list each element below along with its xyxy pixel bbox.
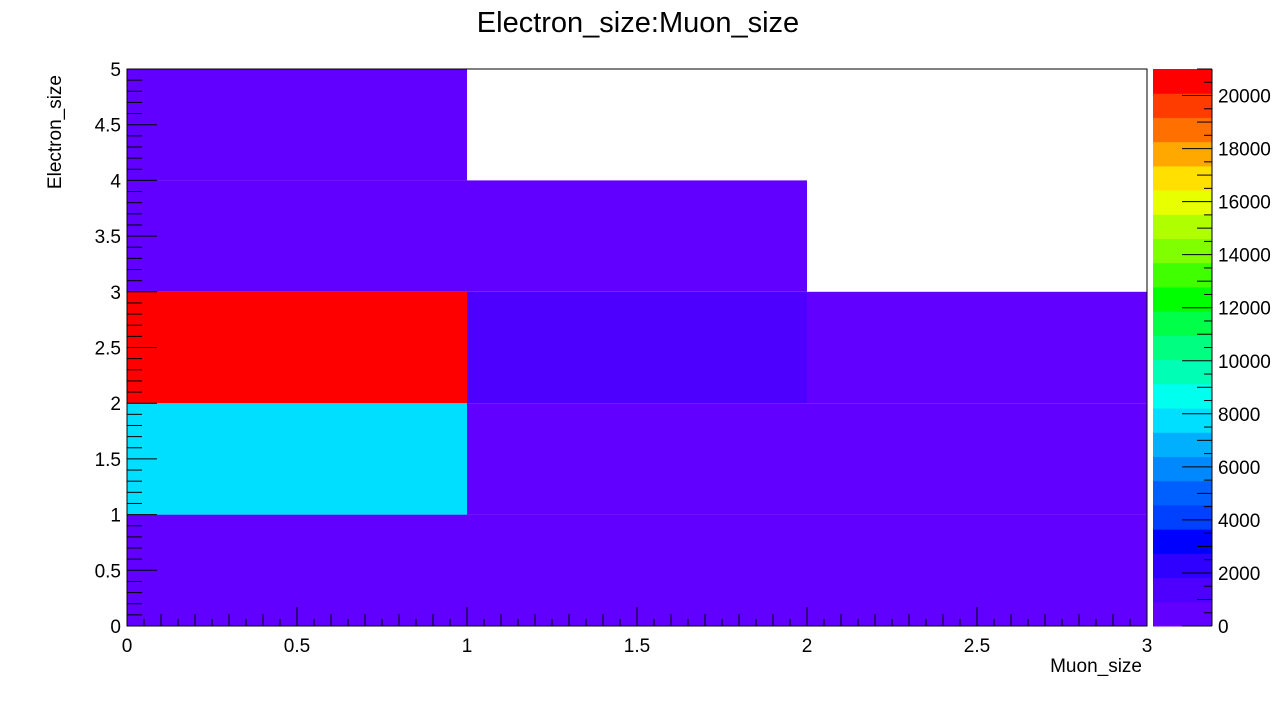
y-tick-label: 4 bbox=[110, 171, 121, 192]
y-tick-label: 2.5 bbox=[95, 339, 121, 360]
color-scale-tick-label: 16000 bbox=[1218, 193, 1271, 214]
color-scale-tick-label: 12000 bbox=[1218, 299, 1271, 320]
color-scale-segment bbox=[1153, 359, 1212, 385]
color-scale-segment bbox=[1153, 190, 1212, 215]
heatmap-cell bbox=[127, 291, 467, 404]
heatmap-cell bbox=[127, 180, 467, 292]
color-scale-segment bbox=[1153, 504, 1212, 530]
color-scale-tick-label: 10000 bbox=[1218, 352, 1271, 373]
color-scale-tick-label: 14000 bbox=[1218, 246, 1271, 267]
color-scale-tick-label: 0 bbox=[1218, 617, 1229, 638]
color-scale-segment bbox=[1153, 456, 1212, 482]
color-scale-segment bbox=[1153, 553, 1212, 579]
color-scale-tick-label: 18000 bbox=[1218, 140, 1271, 161]
y-tick-label: 0 bbox=[110, 617, 121, 638]
y-tick-label: 3.5 bbox=[95, 227, 121, 248]
x-tick-label: 0.5 bbox=[284, 636, 310, 657]
color-scale-segment bbox=[1153, 117, 1212, 143]
heatmap-cell bbox=[127, 403, 467, 515]
x-tick-label: 1.5 bbox=[624, 636, 650, 657]
x-tick-label: 2 bbox=[802, 636, 813, 657]
heatmap-cell bbox=[807, 291, 1147, 404]
y-tick-label: 2 bbox=[110, 394, 121, 415]
color-scale-segment bbox=[1153, 214, 1212, 240]
x-tick-label: 2.5 bbox=[964, 636, 990, 657]
y-tick-label: 5 bbox=[110, 60, 121, 81]
color-scale-segment bbox=[1153, 408, 1212, 433]
color-scale-segment bbox=[1153, 238, 1212, 264]
y-tick-label: 3 bbox=[110, 283, 121, 304]
color-scale-segment bbox=[1153, 262, 1212, 288]
color-scale-bar bbox=[1153, 69, 1212, 627]
color-scale-tick-label: 20000 bbox=[1218, 87, 1271, 108]
color-scale-axis: 0 2000 4000 6000 8000 10000 12000 14000 16000 180… bbox=[1182, 68, 1271, 638]
color-scale-segment bbox=[1153, 529, 1212, 554]
color-scale-segment bbox=[1153, 311, 1212, 336]
x-tick-label: 0 bbox=[122, 636, 133, 657]
color-scale-tick-label: 8000 bbox=[1218, 405, 1260, 426]
heatmap-cells bbox=[127, 69, 1147, 626]
y-tick-label: 0.5 bbox=[95, 561, 121, 582]
heatmap-cell bbox=[467, 291, 807, 404]
y-tick-label: 4.5 bbox=[95, 116, 121, 137]
color-scale-segment bbox=[1153, 383, 1212, 409]
y-axis-label: Electron_size bbox=[45, 75, 66, 189]
color-scale-segment bbox=[1153, 335, 1212, 361]
chart-title: Electron_size:Muon_size bbox=[477, 7, 799, 39]
x-axis: 0 0.5 1 1.5 2 2.5 3 bbox=[122, 607, 1153, 657]
color-scale-tick-label: 2000 bbox=[1218, 564, 1260, 585]
heatmap-cell bbox=[127, 69, 467, 181]
x-axis-label: Muon_size bbox=[1050, 656, 1142, 677]
color-scale-tick-label: 4000 bbox=[1218, 511, 1260, 532]
heatmap-cell bbox=[467, 180, 807, 292]
color-scale-segment bbox=[1153, 141, 1212, 167]
y-axis: 0 0.5 1 1.5 2 2.5 3 3.5 4 4.5 5 bbox=[95, 60, 157, 638]
heatmap-cell bbox=[807, 403, 1147, 515]
x-tick-label: 3 bbox=[1142, 636, 1153, 657]
color-scale-segment bbox=[1153, 432, 1212, 457]
x-tick-label: 1 bbox=[462, 636, 473, 657]
color-scale-segment bbox=[1153, 577, 1212, 603]
heatmap-cell bbox=[467, 403, 807, 515]
y-tick-label: 1 bbox=[110, 506, 121, 527]
color-scale-tick-label: 6000 bbox=[1218, 458, 1260, 479]
color-scale-segment bbox=[1153, 69, 1212, 94]
color-scale-segment bbox=[1153, 601, 1212, 627]
y-tick-label: 1.5 bbox=[95, 450, 121, 471]
color-scale-segment bbox=[1153, 93, 1212, 118]
color-scale-segment bbox=[1153, 165, 1212, 191]
